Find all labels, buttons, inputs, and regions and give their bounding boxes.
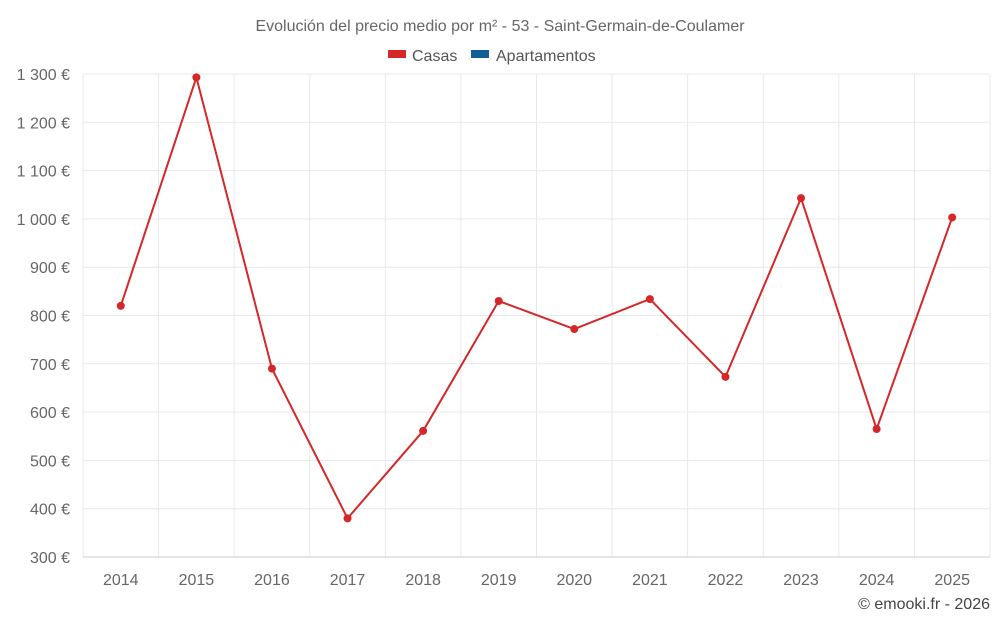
data-point-casas-2025[interactable] (948, 213, 957, 222)
y-tick-label: 700 € (30, 357, 70, 374)
x-tick-label: 2021 (632, 572, 668, 589)
x-tick-label: 2018 (405, 572, 441, 589)
y-tick-label: 1 100 € (17, 164, 70, 181)
y-axis: 300 € 400 € 500 € 600 € 700 € 800 € 900 € 1 000… (17, 67, 70, 567)
data-point-casas-2018[interactable] (419, 426, 428, 435)
credit-text: © emooki.fr - 2026 (858, 596, 990, 613)
data-point-casas-2023[interactable] (797, 194, 806, 203)
y-tick-label: 600 € (30, 405, 70, 422)
x-tick-label: 2020 (556, 572, 592, 589)
data-point-casas-2024[interactable] (872, 425, 881, 434)
data-point-casas-2019[interactable] (494, 297, 503, 306)
legend-label-casas[interactable]: Casas (412, 48, 457, 65)
data-point-casas-2017[interactable] (343, 514, 352, 523)
legend: Casas Apartamentos (388, 48, 596, 65)
legend-swatch-apartamentos[interactable] (471, 50, 489, 58)
x-tick-label: 2014 (103, 572, 139, 589)
series-line-casas (119, 76, 954, 520)
x-tick-label: 2016 (254, 572, 290, 589)
x-tick-label: 2017 (330, 572, 366, 589)
series-casas (116, 73, 957, 523)
chart-title: Evolución del precio medio por m² - 53 -… (255, 18, 745, 35)
x-tick-label: 2025 (934, 572, 970, 589)
x-tick-label: 2019 (481, 572, 517, 589)
data-point-casas-2020[interactable] (570, 325, 579, 334)
x-tick-label: 2024 (859, 572, 895, 589)
y-tick-label: 1 200 € (17, 115, 70, 132)
x-tick-label: 2022 (708, 572, 744, 589)
y-tick-label: 500 € (30, 453, 70, 470)
x-tick-label: 2015 (179, 572, 215, 589)
x-axis: 2014 2015 2016 2017 2018 2019 2020 2021 2022 2023… (83, 556, 990, 589)
y-tick-label: 400 € (30, 502, 70, 519)
y-tick-label: 800 € (30, 309, 70, 326)
legend-swatch-casas[interactable] (388, 50, 406, 58)
y-tick-label: 300 € (30, 550, 70, 567)
data-point-casas-2021[interactable] (645, 295, 654, 304)
y-tick-label: 1 000 € (17, 212, 70, 229)
legend-label-apartamentos[interactable]: Apartamentos (496, 48, 596, 65)
x-tick-label: 2023 (783, 572, 819, 589)
data-point-casas-2015[interactable] (192, 73, 201, 82)
data-point-casas-2016[interactable] (267, 364, 276, 373)
data-point-casas-2014[interactable] (116, 301, 125, 310)
grid (82, 73, 991, 557)
y-tick-label: 900 € (30, 260, 70, 277)
data-point-casas-2022[interactable] (721, 372, 730, 381)
y-tick-label: 1 300 € (17, 67, 70, 84)
